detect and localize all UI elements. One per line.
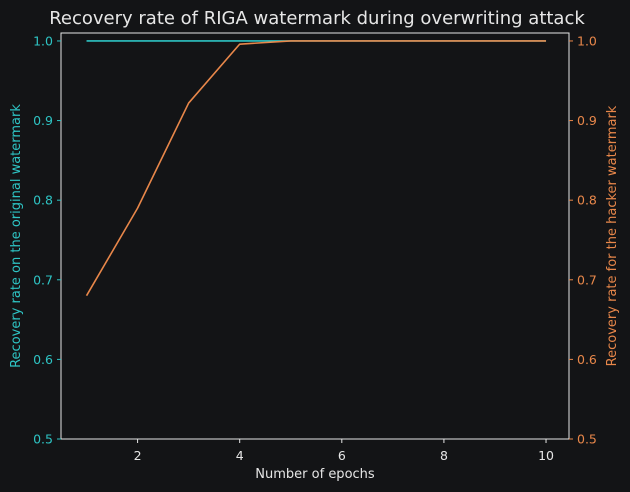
hacker-watermark-line <box>85 40 547 297</box>
x-axis: 2 4 6 8 10 <box>134 439 554 463</box>
x-tick-label: 2 <box>134 448 142 463</box>
left-y-tick-label: 0.6 <box>33 352 53 367</box>
x-tick-label: 6 <box>338 448 346 463</box>
x-tick-label: 4 <box>236 448 244 463</box>
left-y-tick-label: 1.0 <box>33 33 53 48</box>
left-y-axis-label: Recovery rate on the original watermark <box>9 104 24 368</box>
right-y-tick-label: 0.7 <box>577 272 597 287</box>
left-y-tick-label: 0.9 <box>33 113 53 128</box>
plot-frame <box>60 32 570 440</box>
right-y-tick-label: 1.0 <box>577 33 597 48</box>
right-y-tick-label: 0.9 <box>577 113 597 128</box>
left-y-tick-label: 0.5 <box>33 432 53 447</box>
series-lines <box>85 40 547 297</box>
right-y-axis: 0.5 0.6 0.7 0.8 0.9 1.0 <box>569 33 597 447</box>
right-y-tick-label: 0.5 <box>577 432 597 447</box>
chart-title: Recovery rate of RIGA watermark during o… <box>49 8 585 29</box>
x-tick-label: 8 <box>440 448 448 463</box>
x-tick-label: 10 <box>538 448 554 463</box>
left-y-tick-label: 0.8 <box>33 193 53 208</box>
x-axis-label: Number of epochs <box>255 467 375 482</box>
left-y-axis: 0.5 0.6 0.7 0.8 0.9 1.0 <box>33 33 61 447</box>
right-y-tick-label: 0.6 <box>577 352 597 367</box>
left-y-tick-label: 0.7 <box>33 272 53 287</box>
right-y-axis-label: Recovery rate for the hacker watermark <box>605 105 620 366</box>
right-y-tick-label: 0.8 <box>577 193 597 208</box>
